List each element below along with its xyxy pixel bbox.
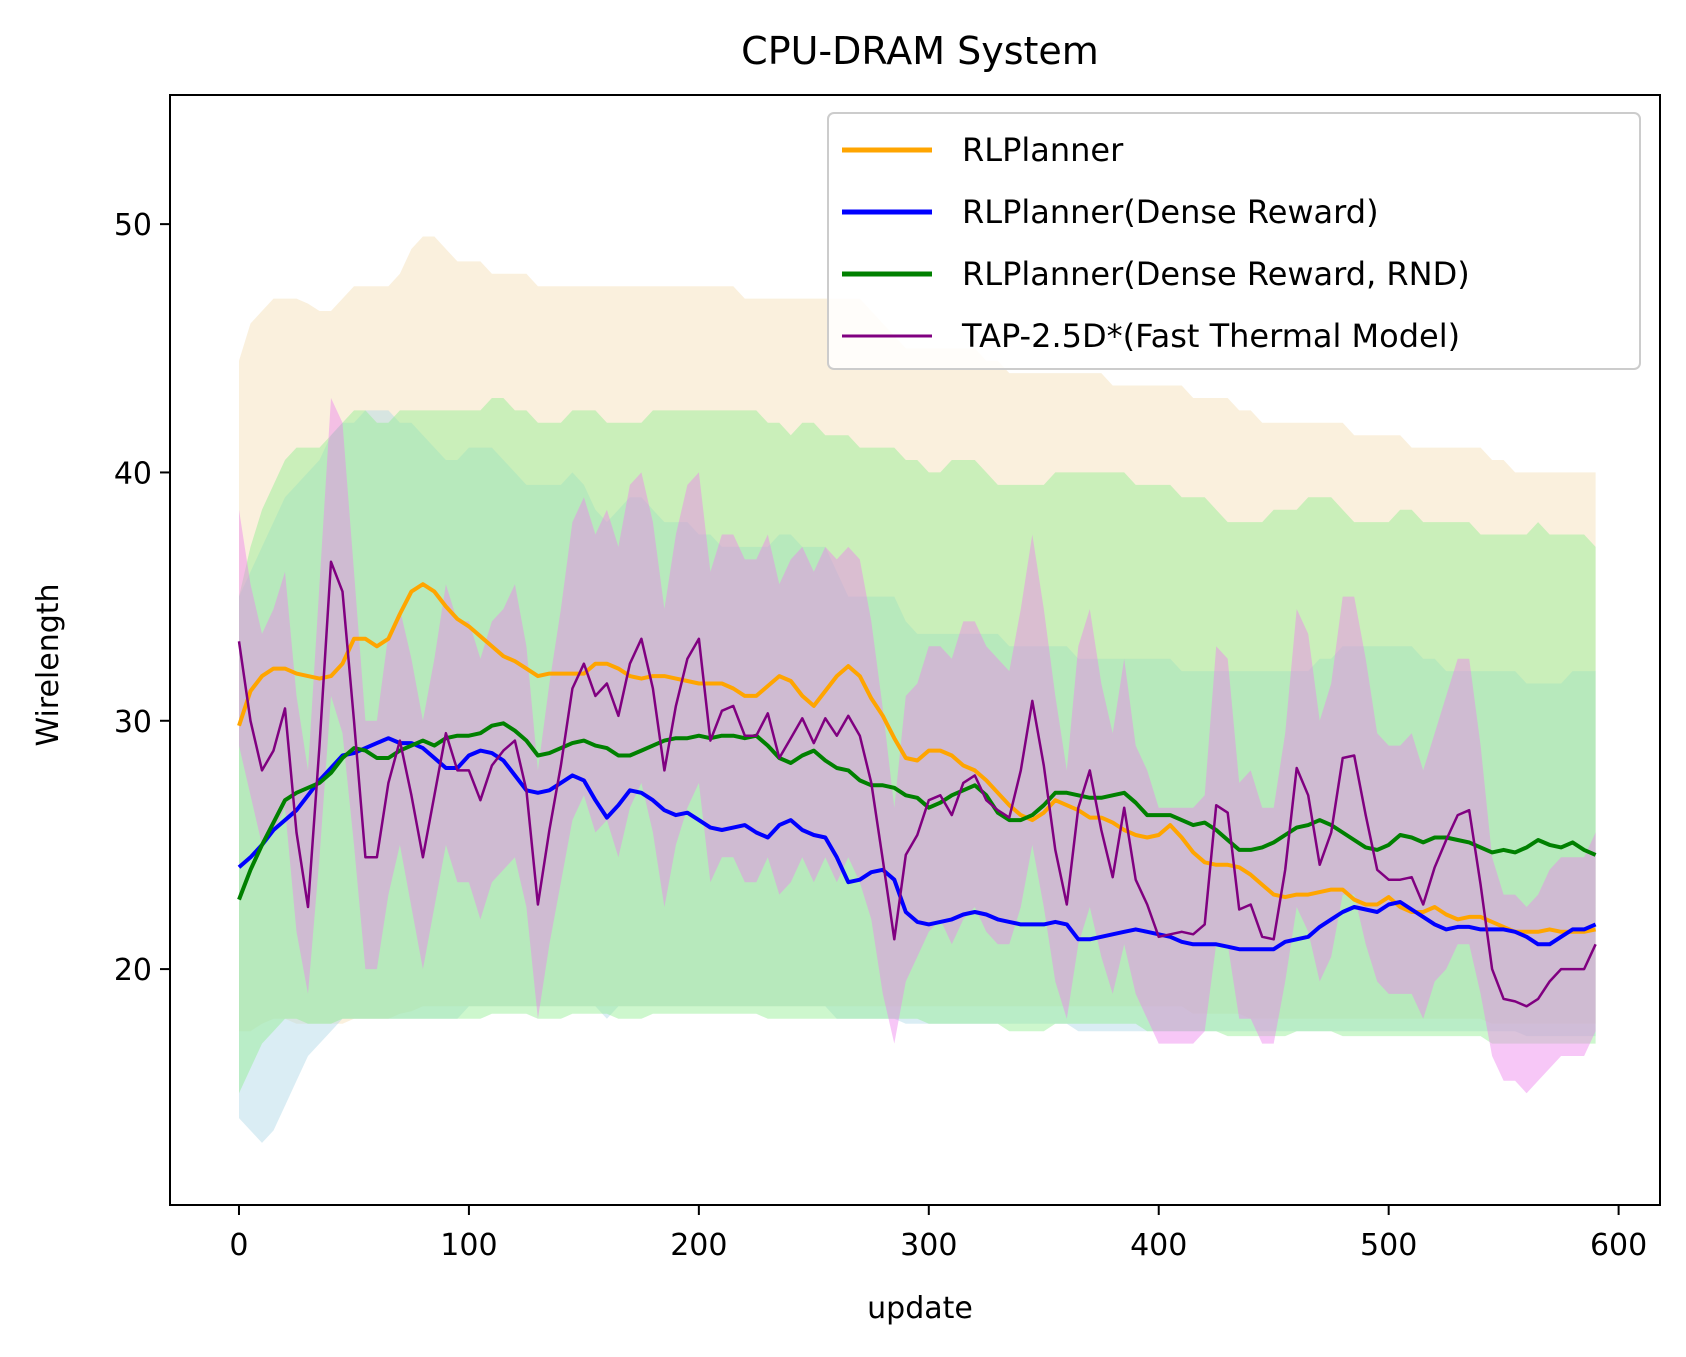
x-tick-label: 0 bbox=[229, 1228, 248, 1263]
y-tick-label: 30 bbox=[114, 705, 152, 740]
x-axis: 0 100 200 300 400 500 600 bbox=[229, 1205, 1647, 1263]
x-axis-label: update bbox=[867, 1291, 973, 1326]
line-series-3 bbox=[237, 721, 1597, 901]
band-series-2 bbox=[239, 410, 1596, 1143]
legend-label: RLPlanner(Dense Reward, RND) bbox=[962, 255, 1470, 293]
y-axis-label: Wirelength bbox=[31, 583, 66, 746]
x-tick-label: 300 bbox=[900, 1228, 957, 1263]
x-tick-label: 400 bbox=[1130, 1228, 1187, 1263]
x-tick-label: 100 bbox=[440, 1228, 497, 1263]
plot-frame bbox=[169, 94, 1661, 1206]
legend-label: RLPlanner(Dense Reward) bbox=[962, 193, 1379, 231]
x-tick-label: 500 bbox=[1360, 1228, 1417, 1263]
line-series-1 bbox=[237, 582, 1597, 934]
series-lines bbox=[237, 560, 1597, 1008]
chart-title: CPU-DRAM System bbox=[741, 29, 1099, 73]
legend-box bbox=[827, 112, 1641, 370]
y-tick-label: 50 bbox=[114, 208, 152, 243]
y-tick-label: 20 bbox=[114, 953, 152, 988]
legend-label: TAP-2.5D*(Fast Thermal Model) bbox=[961, 317, 1460, 355]
legend-label: RLPlanner bbox=[962, 131, 1124, 169]
band-series-1 bbox=[239, 236, 1596, 1032]
x-tick-label: 200 bbox=[670, 1228, 727, 1263]
x-tick-label: 600 bbox=[1590, 1228, 1647, 1263]
legend: RLPlanner RLPlanner(Dense Reward) RLPlanne… bbox=[827, 112, 1641, 370]
line-series-4 bbox=[237, 560, 1597, 1008]
y-tick-label: 40 bbox=[114, 456, 152, 491]
line-series-2 bbox=[237, 736, 1597, 952]
y-axis: 20 30 40 50 bbox=[114, 208, 170, 988]
